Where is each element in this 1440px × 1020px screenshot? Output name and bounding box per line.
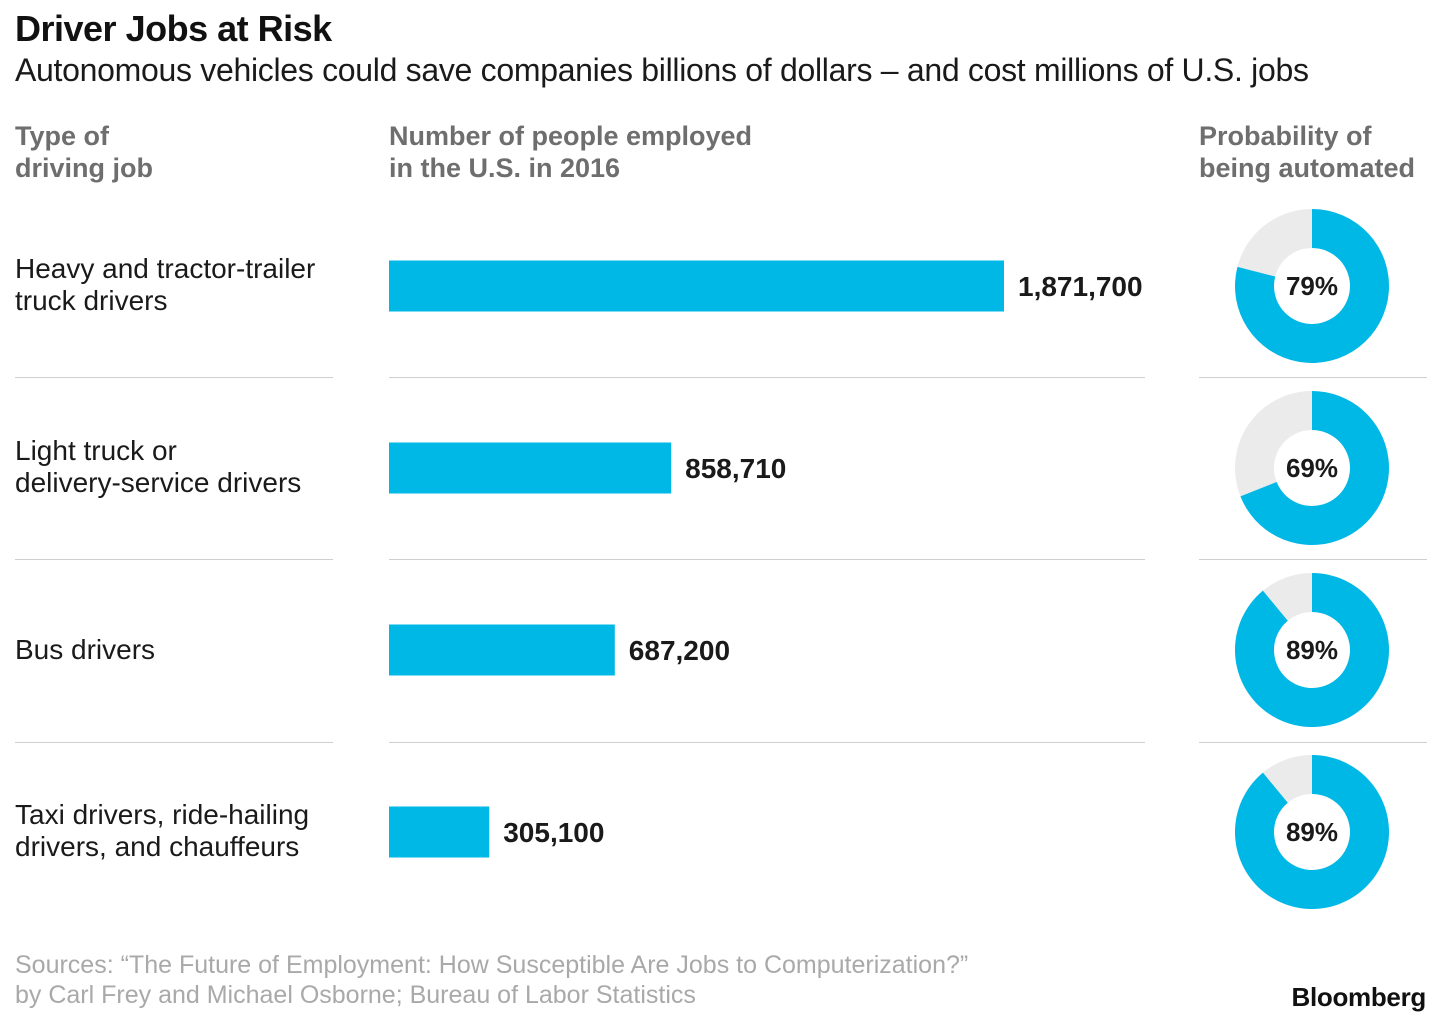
row-label-line: Taxi drivers, ride-hailing — [15, 799, 310, 830]
row-label-line: Light truck or — [15, 435, 177, 466]
column-header-type-line: driving job — [15, 153, 153, 183]
row-label-line: Bus drivers — [15, 634, 156, 665]
row-divider — [1199, 559, 1427, 560]
bar-value-label: 305,100 — [503, 817, 604, 848]
bar-value-label: 858,710 — [685, 453, 786, 484]
column-header-type: Type of driving job — [15, 120, 435, 184]
row-label-line: Heavy and tractor-trailer — [15, 253, 316, 284]
donut-slice — [1235, 209, 1389, 363]
column-header-probability-line: Probability of — [1199, 121, 1372, 151]
row-divider — [15, 742, 333, 743]
donut-percent-label: 89% — [1286, 635, 1338, 665]
row-label-line: drivers, and chauffeurs — [15, 831, 300, 862]
bar-value-label: 687,200 — [629, 635, 730, 666]
row-divider — [1199, 377, 1427, 378]
column-header-employed-line: Number of people employed — [389, 121, 753, 151]
row-label-heavy-truck: Heavy and tractor-trailer truck drivers — [15, 253, 355, 317]
donut-percent-label: 89% — [1286, 817, 1338, 847]
donut-slice — [1235, 755, 1390, 909]
bar — [389, 442, 672, 494]
column-header-type-line: Type of — [15, 121, 109, 151]
row-divider — [389, 559, 1145, 560]
source-line: by Carl Frey and Michael Osborne; Bureau… — [15, 981, 696, 1009]
row-label-light-truck: Light truck or delivery-service drivers — [15, 435, 355, 499]
row-divider — [1199, 742, 1427, 743]
bar — [389, 260, 1004, 312]
column-header-probability-line: being automated — [1199, 153, 1416, 183]
column-header-employed-line: in the U.S. in 2016 — [389, 153, 621, 183]
column-header-employed: Number of people employed in the U.S. in… — [389, 120, 809, 184]
row-divider — [389, 742, 1145, 743]
row-label-taxi: Taxi drivers, ride-hailing drivers, and … — [15, 799, 355, 863]
row-label-bus: Bus drivers — [15, 634, 355, 666]
source-line: Sources: “The Future of Employment: How … — [15, 951, 969, 979]
bloomberg-logo: Bloomberg — [1291, 982, 1426, 1012]
row-divider — [15, 559, 333, 560]
chart-subtitle: Autonomous vehicles could save companies… — [15, 52, 1309, 88]
bar-value-label: 1,871,700 — [1018, 271, 1143, 302]
bar — [389, 806, 490, 858]
donut-percent-label: 69% — [1286, 453, 1338, 483]
donut-slice — [1240, 391, 1390, 545]
row-divider — [15, 377, 333, 378]
donut-percent-label: 79% — [1286, 271, 1338, 301]
source-note: Sources: “The Future of Employment: How … — [15, 950, 968, 1010]
chart-title: Driver Jobs at Risk — [15, 8, 332, 49]
donut-slice — [1235, 573, 1390, 727]
row-label-line: delivery-service drivers — [15, 467, 302, 498]
bar — [389, 624, 615, 676]
row-label-line: truck drivers — [15, 285, 168, 316]
row-divider — [389, 377, 1145, 378]
column-header-probability: Probability of being automated — [1199, 120, 1439, 184]
